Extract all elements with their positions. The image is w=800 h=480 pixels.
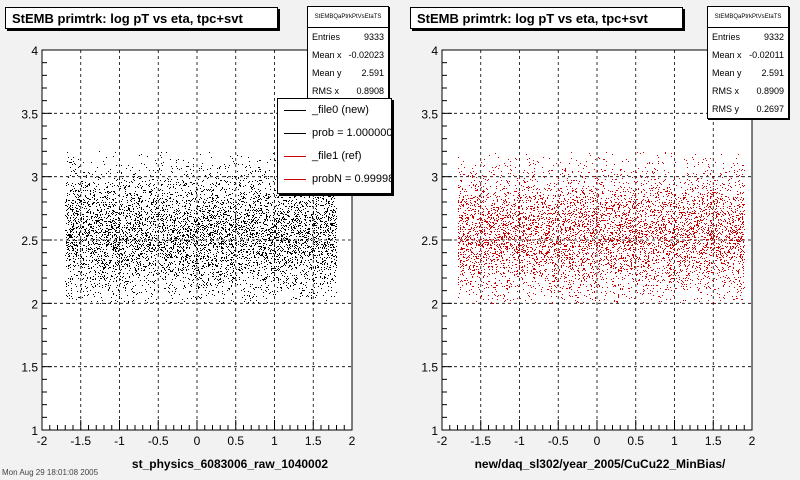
stats-value: 9333 (363, 32, 384, 42)
stats-label: Mean y (312, 68, 342, 78)
stats-value: 0.2697 (756, 104, 784, 114)
stats-value: -0.02023 (348, 50, 384, 60)
plot1-stats-box: StEMBQaPtrkPtVsEtaTS Entries 9333 Mean x-… (307, 6, 389, 101)
x-tick-label: -0.5 (148, 434, 169, 448)
y-tick-label: 1.5 (421, 361, 438, 375)
legend-entry: _file1 (ref) (278, 145, 391, 168)
stats-value: 2.591 (761, 68, 784, 78)
legend-label: _file1 (ref) (312, 150, 362, 162)
plot2-x-axis-title: new/daq_sl302/year_2005/CuCu22_MinBias/ (474, 457, 726, 471)
legend-entry: prob = 1.000000 (278, 122, 391, 145)
legend-line-black (284, 133, 306, 134)
stats-label: Mean x (312, 50, 342, 60)
x-tick-label: -0.5 (548, 434, 569, 448)
plot2-group: -2 -1.5 -1 -0.5 0 0.5 1 1.5 2 1 1.5 2 2.5 3 3.5 4 (421, 44, 755, 448)
plot1-stats-row: Entries 9333 (308, 28, 388, 46)
plot2-stats-row: RMS x 0.8909 (708, 82, 788, 100)
plot1-legend: _file0 (new) prob = 1.000000 _file1 (ref… (277, 98, 392, 194)
stats-label: RMS x (712, 86, 739, 96)
stats-label: RMS x (312, 86, 339, 96)
x-tick-label: -1.5 (470, 434, 491, 448)
stats-value: 0.8909 (756, 86, 784, 96)
plot1-scatter-points (65, 151, 337, 304)
x-tick-label: 1 (671, 434, 678, 448)
x-tick-label: 1.5 (705, 434, 722, 448)
y-tick-label: 2 (431, 297, 438, 311)
plot2-stats-row: Entries 9332 (708, 28, 788, 46)
stats-label: Mean x (712, 50, 742, 60)
y-tick-label: 3.5 (421, 107, 438, 121)
plot1-stats-name: StEMBQaPtrkPtVsEtaTS (308, 7, 388, 28)
y-tick-label: 4 (431, 44, 438, 58)
plot2-stats-row: RMS y 0.2697 (708, 100, 788, 118)
stats-value: 9332 (763, 32, 784, 42)
x-tick-label: 0 (594, 434, 601, 448)
x-tick-label: -1 (114, 434, 125, 448)
stats-label: RMS y (712, 104, 739, 114)
y-tick-label: 2.5 (421, 234, 438, 248)
x-tick-label: -2 (37, 434, 48, 448)
stats-value: 2.591 (361, 68, 384, 78)
x-tick-label: -1 (514, 434, 525, 448)
y-tick-label: 3.5 (21, 107, 38, 121)
stats-value: -0.02011 (749, 50, 784, 60)
y-tick-label: 2 (31, 297, 38, 311)
stats-label: Mean y (712, 68, 742, 78)
x-tick-label: 2 (349, 434, 356, 448)
y-tick-label: 3 (31, 171, 38, 185)
stats-label: Entries (712, 32, 741, 42)
plot1-stats-row: Mean x -0.02023 (308, 46, 388, 64)
y-tick-label: 1 (431, 424, 438, 438)
x-tick-label: 0.5 (627, 434, 644, 448)
y-tick-label: 1 (31, 424, 38, 438)
legend-label: _file0 (new) (312, 104, 369, 116)
x-tick-label: 1 (271, 434, 278, 448)
x-tick-label: 0 (194, 434, 201, 448)
x-tick-label: 0.5 (227, 434, 244, 448)
plot2-scatter-points (458, 152, 745, 304)
legend-label: probN = 0.999989 (312, 173, 392, 185)
y-tick-label: 4 (31, 44, 38, 58)
plot2-title: StEMB primtrk: log pT vs eta, tpc+svt (410, 7, 683, 29)
legend-line-red (284, 156, 306, 157)
legend-entry: probN = 0.999989 (278, 168, 391, 191)
stats-value: 0.8908 (356, 86, 384, 96)
legend-line-red (284, 179, 306, 180)
plot2-stats-name: StEMBQaPtrkPtVsEtaTS (708, 7, 788, 28)
plot2-stats-row: Mean y 2.591 (708, 64, 788, 82)
y-tick-label: 3 (431, 171, 438, 185)
legend-line-black (284, 110, 306, 111)
x-tick-label: 1.5 (305, 434, 322, 448)
plot2-stats-row: Mean x -0.02011 (708, 46, 788, 64)
y-tick-label: 2.5 (21, 234, 38, 248)
plot1-stats-row: Mean y 2.591 (308, 64, 388, 82)
x-tick-label: -2 (437, 434, 448, 448)
x-tick-label: 2 (749, 434, 756, 448)
legend-entry: _file0 (new) (278, 99, 391, 122)
plot1-x-axis-title: st_physics_6083006_raw_1040002 (131, 457, 329, 471)
plot2-stats-box: StEMBQaPtrkPtVsEtaTS Entries 9332 Mean x-… (707, 6, 789, 119)
plot1-stats-row: RMS x 0.8908 (308, 82, 388, 100)
x-tick-label: -1.5 (70, 434, 91, 448)
y-tick-label: 1.5 (21, 361, 38, 375)
plot1-title: StEMB primtrk: log pT vs eta, tpc+svt (5, 7, 278, 29)
stats-label: Entries (312, 32, 341, 42)
footer-timestamp: Mon Aug 29 18:01:08 2005 (2, 468, 99, 477)
legend-label: prob = 1.000000 (312, 127, 392, 139)
